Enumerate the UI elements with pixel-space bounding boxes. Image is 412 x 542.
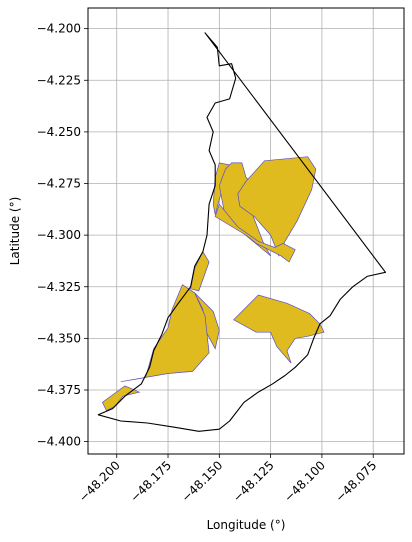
land-parcel bbox=[214, 203, 296, 263]
y-tick-label: −4.375 bbox=[37, 383, 81, 397]
land-parcel bbox=[233, 294, 325, 364]
y-tick-label: −4.275 bbox=[37, 177, 81, 191]
y-tick-label: −4.200 bbox=[37, 22, 81, 36]
region-boundary bbox=[97, 32, 387, 432]
x-axis-label: Longitude (°) bbox=[207, 518, 286, 532]
map-shapes bbox=[97, 32, 387, 432]
y-tick-label: −4.225 bbox=[37, 73, 81, 87]
y-tick-label: −4.400 bbox=[37, 435, 81, 449]
y-tick-label: −4.350 bbox=[37, 331, 81, 345]
y-tick-label: −4.325 bbox=[37, 280, 81, 294]
land-parcel bbox=[194, 292, 220, 350]
y-tick-label: −4.250 bbox=[37, 125, 81, 139]
land-parcel bbox=[237, 156, 317, 257]
y-tick-label: −4.300 bbox=[37, 228, 81, 242]
plot-frame bbox=[87, 7, 405, 455]
y-axis-label: Latitude (°) bbox=[8, 197, 22, 266]
